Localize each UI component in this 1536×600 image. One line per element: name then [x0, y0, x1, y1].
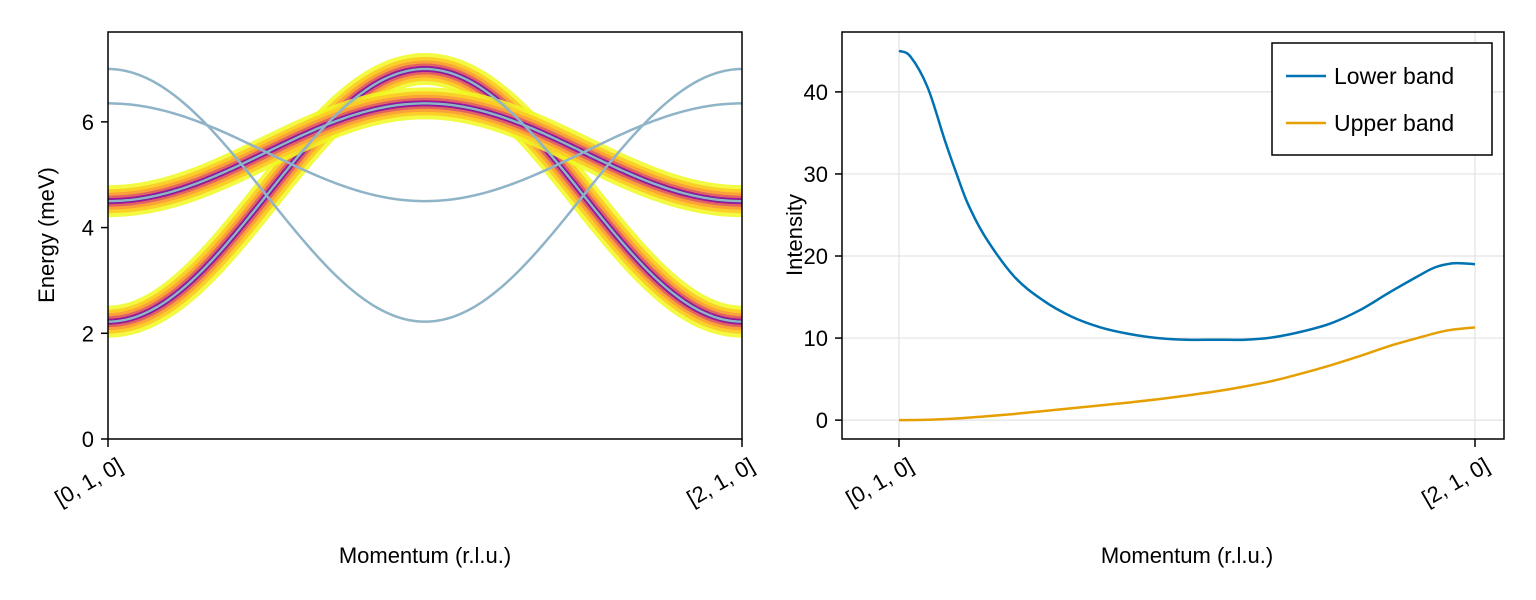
left-y-tick-label: 6 [82, 110, 94, 135]
left-x-tick-label-end: [2, 1, 0] [682, 453, 758, 511]
dispersion-curve-2 [108, 102, 742, 203]
series-line-lower-band [898, 49, 1476, 342]
intensity-curves [898, 49, 1476, 422]
series-line-upper-band [898, 326, 1476, 422]
dispersion-curves [108, 67, 742, 323]
left-y-tick-label: 4 [82, 216, 94, 241]
left-x-tick-label-start: [0, 1, 0] [50, 453, 126, 511]
right-y-tick-label: 40 [804, 80, 828, 105]
right-y-axis-label: Intensity [782, 194, 807, 276]
left-axes-frame [107, 31, 743, 440]
legend-label-lower-band: Lower band [1334, 63, 1454, 89]
left-y-ticks: 0 2 4 6 [82, 110, 108, 452]
left-y-tick-label: 0 [82, 427, 94, 452]
intensity-heatmap [108, 52, 742, 338]
right-x-ticks: [0, 1, 0] [2, 1, 0] [841, 439, 1494, 511]
dispersion-curve-0 [108, 67, 742, 323]
right-y-tick-label: 30 [804, 162, 828, 187]
intensity-panel: 0 10 20 30 40 [0, 1, 0] [2, 1, 0] Momentum (… [782, 31, 1505, 568]
dispersion-curve-1 [108, 102, 742, 203]
left-x-ticks: [0, 1, 0] [2, 1, 0] [50, 439, 759, 511]
left-y-tick-label: 2 [82, 321, 94, 346]
right-axes-frame [841, 31, 1505, 440]
left-x-axis-label: Momentum (r.l.u.) [339, 543, 511, 568]
right-y-tick-label: 20 [804, 244, 828, 269]
right-y-tick-label: 10 [804, 326, 828, 351]
dispersion-panel: 0 2 4 6 [0, 1, 0] [2, 1, 0] Momentum (r.l.u… [34, 31, 759, 568]
left-y-axis-label: Energy (meV) [34, 167, 59, 303]
right-x-tick-label-start: [0, 1, 0] [841, 453, 917, 511]
legend: Lower band Upper band [1271, 42, 1493, 156]
dispersion-curve-3 [108, 67, 742, 323]
right-x-axis-label: Momentum (r.l.u.) [1101, 543, 1273, 568]
legend-box [1271, 42, 1493, 156]
right-y-tick-label: 0 [816, 408, 828, 433]
legend-label-upper-band: Upper band [1334, 110, 1454, 136]
right-x-tick-label-end: [2, 1, 0] [1417, 453, 1493, 511]
right-y-ticks: 0 10 20 30 40 [804, 80, 842, 433]
